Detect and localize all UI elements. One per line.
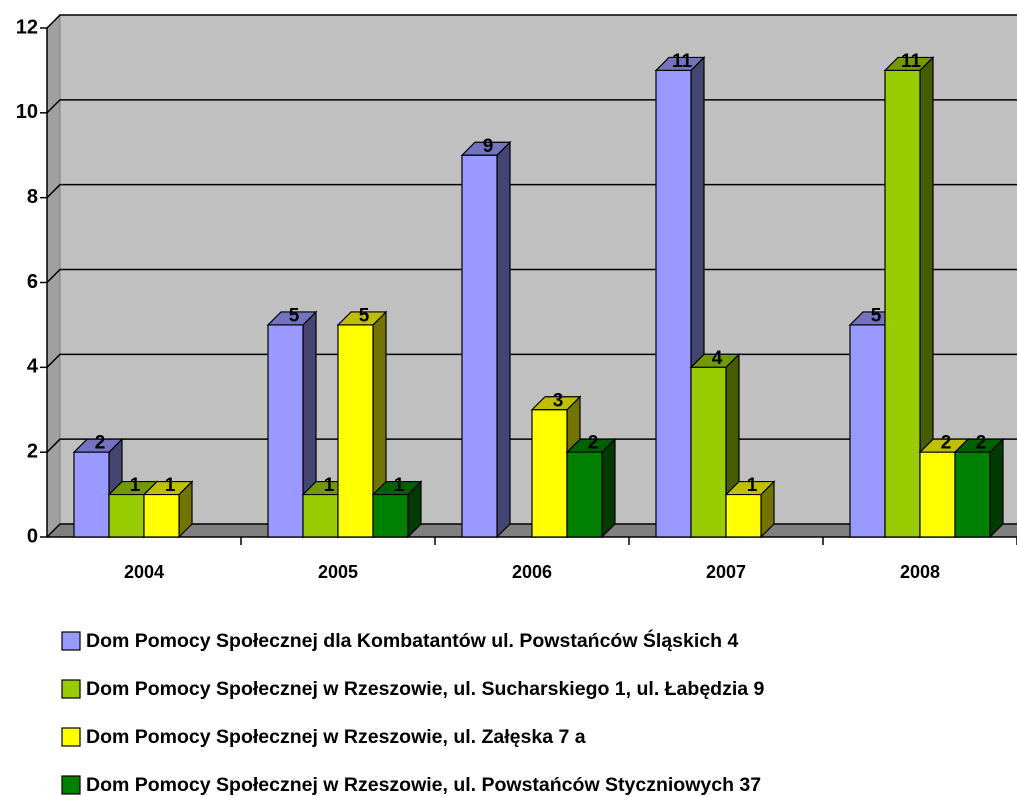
value-label: 5 <box>871 305 882 326</box>
bar-face <box>655 69 692 538</box>
value-label: 1 <box>394 475 405 496</box>
legend-swatch <box>61 631 81 651</box>
value-label: 4 <box>712 348 723 369</box>
value-label: 2 <box>95 433 106 454</box>
bar <box>371 480 423 539</box>
bar <box>953 437 1005 539</box>
y-tick-label: 10 <box>16 101 38 123</box>
x-tick-label: 2008 <box>900 562 940 582</box>
bar-face <box>919 451 956 538</box>
value-label: 1 <box>130 475 141 496</box>
grid-line <box>46 268 1017 284</box>
bar-face <box>566 451 603 538</box>
legend-label: Dom Pomocy Społecznej w Rzeszowie, ul. P… <box>86 774 761 796</box>
bar-face <box>337 324 374 538</box>
y-tick-label: 2 <box>27 440 38 462</box>
legend-swatch <box>61 727 81 747</box>
bar <box>724 480 776 539</box>
value-label: 1 <box>747 475 758 496</box>
y-tick-label: 12 <box>16 16 38 38</box>
grid-line <box>46 183 1017 199</box>
grid-line <box>46 14 1017 29</box>
value-label: 2 <box>976 433 987 454</box>
value-label: 2 <box>588 433 599 454</box>
bar-face <box>690 366 727 538</box>
bar-face <box>725 493 762 538</box>
bar-face <box>302 493 339 538</box>
bar-face <box>73 451 110 538</box>
bar <box>565 437 617 539</box>
y-tick-label: 4 <box>27 356 39 378</box>
bar <box>883 55 935 539</box>
bar-face <box>884 69 921 538</box>
bar <box>460 140 512 539</box>
bar-face <box>954 451 991 538</box>
x-tick-label: 2007 <box>706 562 746 582</box>
legend-label: Dom Pomocy Społecznej w Rzeszowie, ul. S… <box>86 678 765 700</box>
y-tick-label: 8 <box>27 186 38 208</box>
x-tick-label: 2004 <box>124 562 164 582</box>
value-label: 3 <box>553 390 564 411</box>
bar-face <box>496 140 511 539</box>
bar-face <box>601 437 616 539</box>
y-tick-label: 6 <box>27 271 38 293</box>
value-label: 2 <box>941 433 952 454</box>
value-label: 5 <box>359 305 370 326</box>
bar <box>142 480 194 539</box>
bar-face <box>372 493 409 538</box>
bar <box>266 310 318 539</box>
bar-face <box>461 154 498 538</box>
bar-face <box>143 493 180 538</box>
bar-face <box>108 493 145 538</box>
legend-label: Dom Pomocy Społecznej dla Kombatantów ul… <box>86 628 738 652</box>
value-label: 5 <box>289 305 300 326</box>
x-tick-label: 2005 <box>318 562 358 582</box>
bar <box>336 310 388 539</box>
y-tick-label: 0 <box>27 525 38 547</box>
bar-face <box>989 437 1004 539</box>
x-tick-label: 2006 <box>512 562 552 582</box>
legend-swatch <box>61 679 81 699</box>
value-label: 1 <box>165 475 176 496</box>
grid-line <box>46 99 1017 114</box>
legend-label: Dom Pomocy Społecznej w Rzeszowie, ul. Z… <box>86 726 586 748</box>
value-label: 1 <box>324 475 335 496</box>
value-label: 9 <box>483 136 494 157</box>
bar-face <box>531 409 568 538</box>
legend-swatch <box>61 775 81 795</box>
value-label: 11 <box>672 51 693 72</box>
bar-face <box>849 324 886 538</box>
bar-face <box>267 324 304 538</box>
value-label: 11 <box>901 51 922 72</box>
